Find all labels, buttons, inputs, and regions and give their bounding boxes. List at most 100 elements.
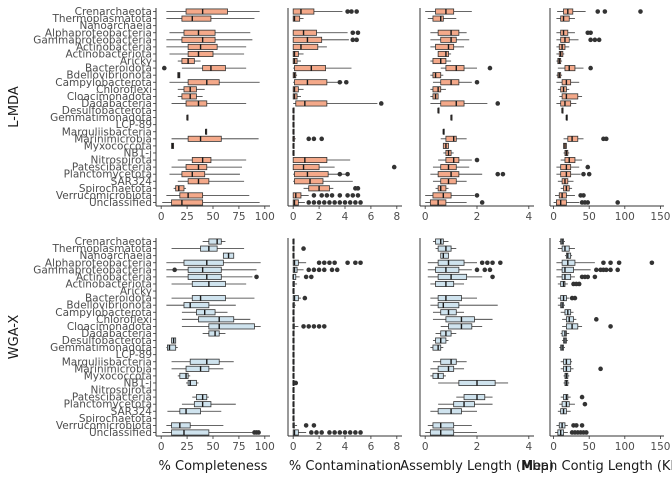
outlier-point	[316, 200, 322, 205]
box-iqr	[432, 72, 442, 79]
box-element	[162, 429, 261, 436]
box-iqr	[175, 185, 185, 192]
box-element	[425, 429, 477, 436]
box-element	[171, 358, 234, 365]
box-element	[171, 135, 259, 142]
category-tick-label: Myxococcota	[84, 140, 152, 152]
box-iqr	[564, 157, 576, 164]
box-iqr	[179, 372, 189, 379]
outlier-point	[345, 9, 350, 14]
box-element	[438, 157, 480, 164]
box-element	[167, 408, 222, 415]
x-tick-label: 25	[180, 211, 193, 223]
box-element	[292, 238, 295, 245]
box-element	[557, 408, 571, 415]
box-iqr	[432, 58, 447, 65]
box-element	[293, 65, 352, 72]
box-iqr	[440, 100, 465, 107]
box-iqr	[564, 65, 576, 72]
outlier-point	[615, 200, 620, 205]
box-element	[430, 58, 452, 65]
box-element	[553, 199, 620, 206]
box-element	[202, 238, 226, 245]
outlier-point	[319, 430, 324, 435]
box-iqr	[292, 15, 301, 22]
box-iqr	[189, 358, 220, 365]
category-tick-label: Alphaproteobacteria	[45, 27, 152, 39]
category-tick-label: Actinobacteriota	[65, 278, 152, 290]
box-element	[292, 372, 295, 379]
box-element	[171, 295, 255, 302]
category-tick-label: Bdellovibrionota	[66, 70, 152, 82]
box-iqr	[560, 164, 572, 171]
box-iqr	[292, 29, 317, 36]
outlier-point	[311, 324, 317, 329]
x-tick-label: 50	[583, 211, 596, 223]
box-element	[560, 365, 603, 372]
box-element	[557, 302, 565, 309]
category-tick-label: Myxococcota	[84, 370, 152, 382]
outlier-point	[332, 260, 337, 266]
box-element	[556, 29, 593, 36]
box-iqr	[292, 8, 315, 15]
box-iqr	[558, 192, 567, 199]
category-tick-label: LCP-89	[116, 349, 152, 361]
category-tick-label: Thermoplasmatota	[51, 243, 152, 255]
box-element	[205, 128, 208, 135]
box-iqr	[294, 65, 326, 72]
box-element	[181, 401, 236, 408]
outlier-point	[327, 430, 332, 435]
outlier-point	[602, 9, 608, 14]
outlier-point	[592, 37, 598, 43]
outlier-point	[345, 260, 350, 266]
outlier-point	[588, 30, 593, 36]
box-element	[186, 379, 199, 386]
box-element	[292, 358, 295, 365]
box-iqr	[561, 330, 567, 337]
box-element	[430, 43, 465, 50]
box-element	[292, 107, 295, 114]
box-element	[556, 100, 577, 107]
outlier-point	[638, 9, 643, 14]
outlier-point	[309, 430, 314, 435]
box-iqr	[187, 273, 222, 280]
outlier-point	[311, 193, 317, 198]
box-element	[186, 114, 189, 121]
x-tick-label: 100	[255, 211, 275, 223]
box-element	[292, 330, 295, 337]
box-element	[177, 58, 201, 65]
box-element	[450, 114, 453, 121]
x-tick-label: 50	[206, 441, 219, 453]
outlier-point	[332, 200, 337, 205]
x-tick-label: 0	[158, 211, 165, 223]
outlier-point	[582, 401, 588, 407]
category-tick-label: Cloacimonadota	[67, 321, 152, 333]
box-element	[560, 309, 574, 316]
outlier-point	[321, 324, 327, 329]
box-iqr	[208, 330, 220, 337]
box-iqr	[437, 273, 468, 280]
box-iqr	[445, 316, 475, 323]
box-element	[563, 142, 567, 149]
box-element	[292, 72, 298, 79]
box-element	[177, 93, 203, 100]
box-iqr	[437, 50, 449, 57]
box-element	[440, 135, 467, 142]
box-element	[177, 157, 247, 164]
box-element	[430, 36, 470, 43]
outlier-point	[350, 30, 356, 36]
outlier-point	[254, 274, 259, 280]
x-tick-label: 4	[342, 441, 349, 453]
box-iqr	[440, 36, 457, 43]
outlier-point	[337, 430, 343, 435]
outlier-point	[309, 274, 314, 280]
box-iqr	[292, 199, 299, 206]
box-element	[432, 238, 449, 245]
outlier-point	[495, 101, 501, 106]
outlier-point	[314, 430, 319, 435]
box-iqr	[448, 323, 473, 330]
x-tick-label: 75	[232, 441, 245, 453]
box-iqr	[437, 245, 452, 252]
box-iqr	[191, 295, 226, 302]
box-iqr	[171, 199, 204, 206]
